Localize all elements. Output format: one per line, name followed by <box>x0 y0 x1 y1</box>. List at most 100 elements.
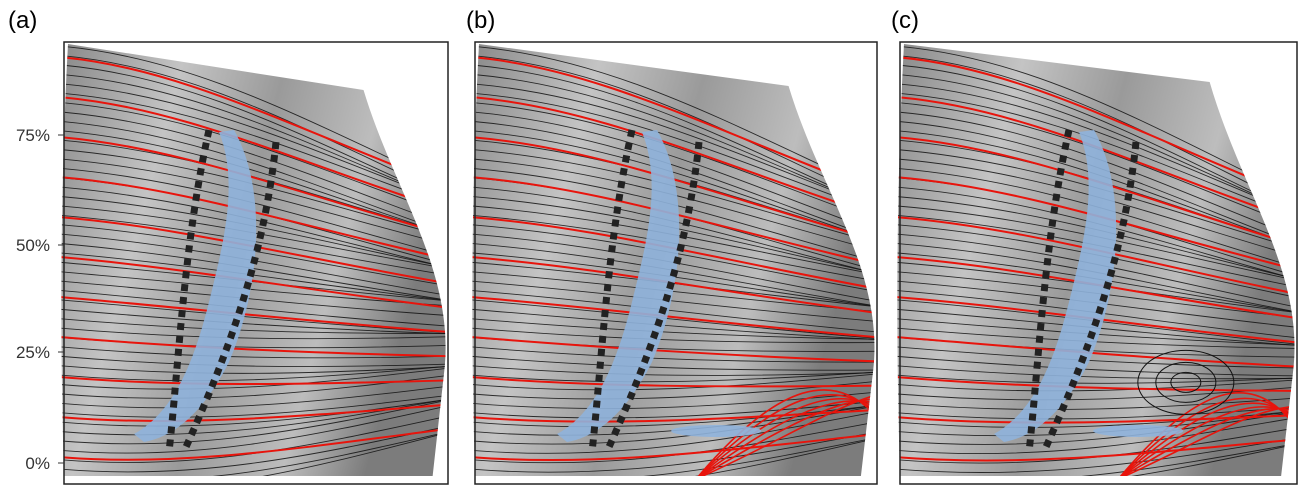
separation-region <box>134 130 257 442</box>
streamline <box>61 92 446 208</box>
streamline <box>472 318 875 340</box>
oil-line <box>695 398 875 476</box>
streamline <box>61 385 446 409</box>
streamline <box>61 252 446 302</box>
panel <box>472 41 878 485</box>
streamline <box>897 442 1295 476</box>
streamline <box>61 367 446 390</box>
streamline <box>897 83 1295 216</box>
dotted-line <box>1042 141 1140 449</box>
oil-line <box>1117 407 1295 476</box>
oil-line <box>897 413 1295 424</box>
streamline <box>61 365 446 382</box>
streamline <box>61 424 446 473</box>
oil-line <box>472 336 875 363</box>
oil-line <box>1117 397 1295 476</box>
streamline <box>61 120 446 236</box>
streamline <box>61 242 446 302</box>
panel <box>897 41 1298 485</box>
streamline <box>61 355 446 367</box>
streamline <box>472 299 875 340</box>
streamline <box>472 355 875 371</box>
oil-line <box>61 336 446 358</box>
panel-frame <box>474 41 878 485</box>
dotted-line <box>605 141 703 449</box>
streamline <box>472 92 875 214</box>
oil-line <box>472 376 875 388</box>
streamline <box>472 327 875 344</box>
streamline <box>61 394 446 418</box>
streamline <box>472 365 875 376</box>
oil-line <box>695 389 875 476</box>
oil-line <box>1118 405 1295 476</box>
streamline <box>61 148 446 239</box>
panel-frame <box>899 41 1298 485</box>
streamline <box>472 436 875 476</box>
streamline <box>472 289 875 333</box>
streamline <box>61 398 446 427</box>
oil-line <box>61 56 446 190</box>
streamline <box>897 397 1295 410</box>
streamline <box>897 379 1295 392</box>
oil-line <box>897 176 1295 272</box>
streamline <box>61 299 446 334</box>
streamline <box>61 280 446 317</box>
vortex <box>1137 349 1235 415</box>
streamline <box>472 148 875 245</box>
oil-line <box>897 376 1295 392</box>
dotted-line <box>588 129 636 453</box>
oil-line <box>695 392 875 476</box>
streamline <box>472 430 875 473</box>
streamline <box>61 327 446 340</box>
streamline <box>61 365 446 374</box>
streamline <box>61 214 446 277</box>
streamline <box>472 130 875 243</box>
streamline <box>897 73 1295 217</box>
dotted-line <box>1025 129 1073 453</box>
streamline <box>61 404 446 454</box>
streamline <box>472 391 875 410</box>
separation-region <box>994 130 1117 442</box>
streamline <box>61 73 446 205</box>
dotted-line <box>165 129 213 453</box>
streamline <box>472 101 875 224</box>
streamlines <box>897 45 1295 476</box>
streamline <box>472 373 875 391</box>
streamline <box>61 308 446 335</box>
oil-line <box>472 56 875 195</box>
streamline <box>61 158 446 247</box>
separation-region <box>1093 424 1184 437</box>
streamline <box>61 224 446 287</box>
streamline <box>897 406 1295 420</box>
streamline <box>897 346 1295 369</box>
streamline <box>472 436 875 476</box>
separation-region <box>671 424 762 437</box>
streamline <box>61 430 446 476</box>
panel-label: (b) <box>466 7 495 34</box>
streamline <box>472 120 875 242</box>
streamline <box>472 410 875 454</box>
oil-line <box>695 399 875 476</box>
oil-line <box>897 437 1295 462</box>
streamline <box>61 318 446 334</box>
streamline <box>61 346 446 359</box>
oil-line <box>695 397 875 476</box>
oil-line <box>695 394 875 476</box>
streamline <box>897 374 1295 384</box>
streamlines <box>472 45 875 476</box>
oil-line <box>897 56 1295 200</box>
streamline <box>472 404 875 445</box>
vortex <box>1155 361 1217 403</box>
panel-frame <box>63 41 449 485</box>
streamline <box>472 371 875 383</box>
oil-line <box>61 96 446 214</box>
y-tick-label: 25% <box>16 343 50 362</box>
streamline <box>61 398 446 445</box>
streamline <box>472 346 875 363</box>
streamline <box>897 416 1295 455</box>
y-tick-label: 0% <box>25 454 50 473</box>
panel <box>61 41 449 485</box>
oil-line <box>61 403 446 423</box>
